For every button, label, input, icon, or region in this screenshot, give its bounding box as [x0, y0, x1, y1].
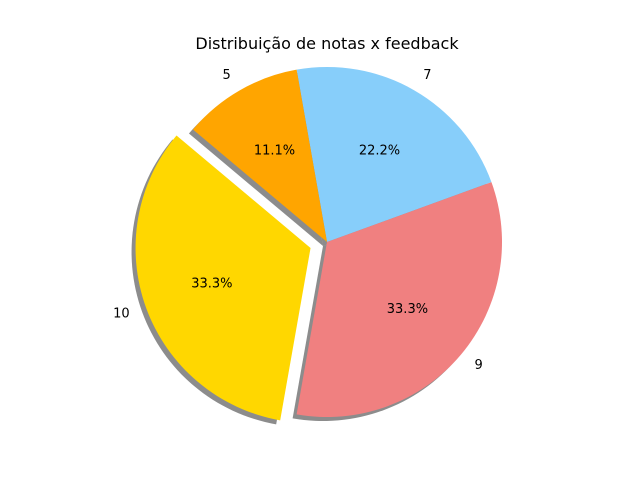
slice-percent-label-10: 33.3%	[191, 276, 232, 291]
pie-slices	[135, 67, 502, 421]
slice-percent-label-7: 22.2%	[359, 144, 400, 159]
pie-slice-10	[135, 135, 311, 421]
chart-title: Distribuição de notas x feedback	[195, 34, 459, 53]
slice-category-label-5: 5	[222, 68, 230, 83]
slice-category-label-10: 10	[113, 306, 130, 321]
slice-percent-label-9: 33.3%	[387, 302, 428, 317]
pie-slice-7	[296, 67, 492, 243]
slice-category-label-9: 9	[474, 358, 482, 373]
pie-slice-5	[192, 69, 327, 242]
slice-category-label-7: 7	[423, 68, 431, 83]
slice-percent-label-5: 11.1%	[254, 144, 295, 159]
pie-slice-9	[296, 182, 502, 417]
slice-labels: 22.2% 7 11.1% 5 33.3% 10 33.3% 9	[113, 68, 483, 373]
